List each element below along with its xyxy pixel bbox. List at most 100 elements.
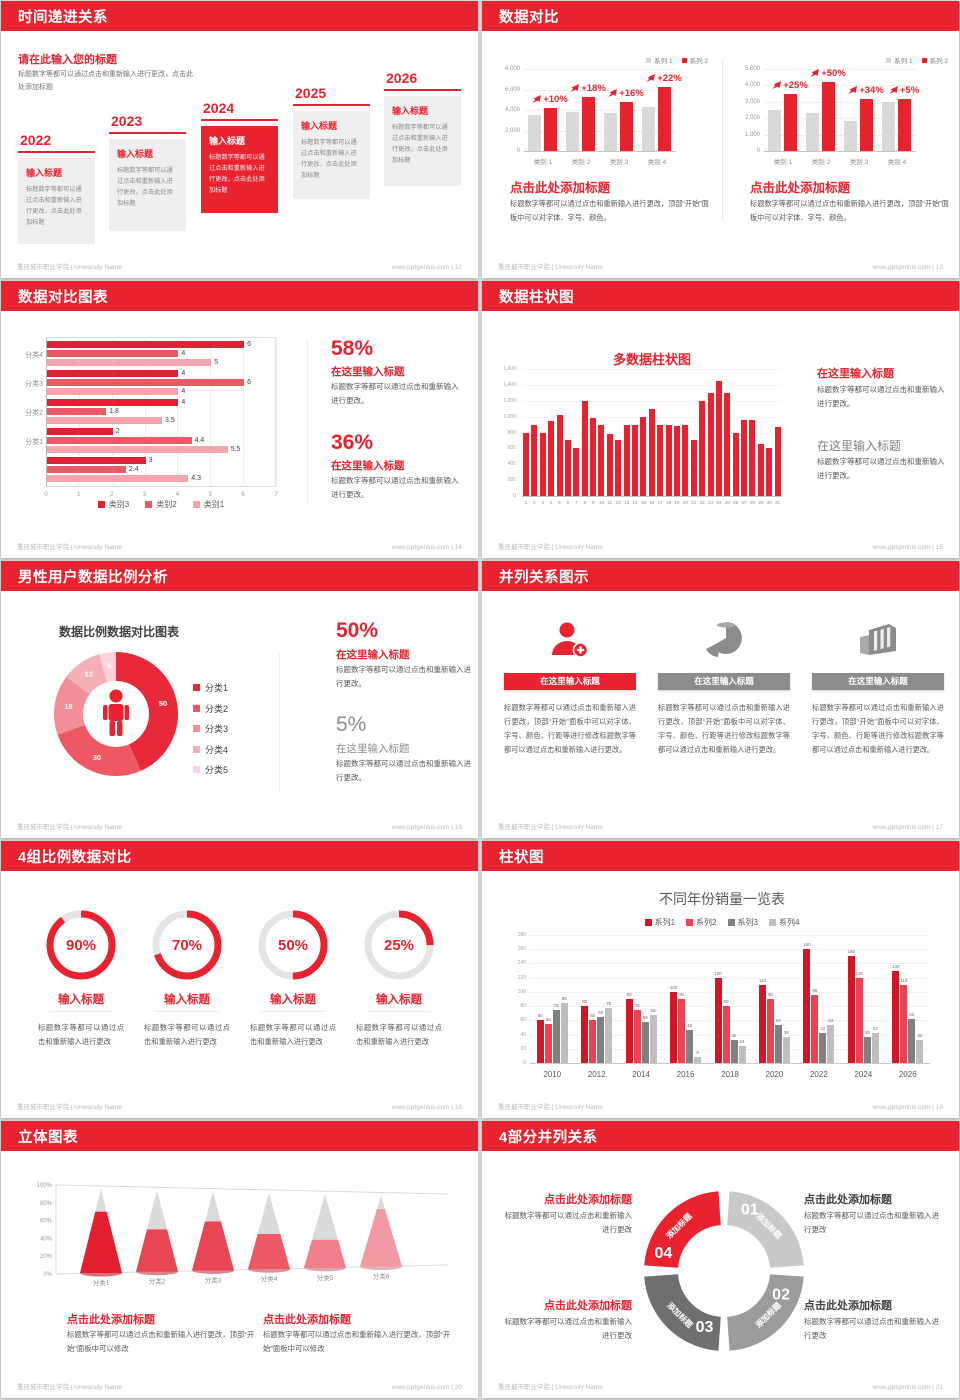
ring-diagram: 添加标题 01 添加标题 02 添加标题 03 添加标题 04 [641, 1188, 807, 1354]
bar-value: 42 [872, 1026, 878, 1032]
bar [732, 432, 739, 496]
y-tick-label: 20 [520, 1045, 526, 1052]
hbar [47, 457, 146, 464]
bar [523, 432, 529, 496]
svg-text:30: 30 [93, 753, 101, 762]
timeline-rule [109, 132, 186, 134]
x-category-label: 类别 4 [647, 159, 667, 166]
x-tick-label: 4 [175, 492, 180, 498]
svg-text:50: 50 [159, 699, 167, 708]
bar-value: 60 [590, 1013, 596, 1019]
block-head: 点击此处添加标题 [544, 1194, 632, 1206]
gridline [530, 1034, 930, 1036]
hbar [47, 446, 228, 453]
stat-body: 标题数字等都可以通过点击和重新输入进行更改。 [336, 759, 471, 783]
gauge-body: 标题数字等都可以通过点击和重新输入进行更改 [144, 1023, 230, 1046]
x-tick-label: 5 [558, 500, 561, 505]
bar-value: 54 [775, 1017, 781, 1023]
x-tick-label: 10 [598, 500, 604, 505]
hbar [47, 466, 126, 473]
bar [782, 1037, 790, 1063]
footer-site-page: www.pptgenius.com | 17 [872, 824, 943, 831]
bar [863, 1037, 871, 1063]
legend-swatch [686, 919, 694, 926]
gauge-divider [155, 1011, 219, 1012]
footer-university: 重庆城市职业学院 | University Name [17, 544, 122, 551]
x-tick-label: 14 [632, 500, 638, 505]
progress-ring [361, 907, 437, 983]
y-tick-label: 8,000 [504, 66, 520, 72]
legend-label: 分类3 [205, 724, 229, 734]
footer-university: 重庆城市职业学院 | University Name [498, 1384, 603, 1391]
bar [573, 448, 580, 496]
bar [544, 1023, 552, 1063]
bar-value: 130 [892, 963, 900, 969]
x-tick-label: 20 [682, 500, 688, 505]
gridline [530, 1063, 930, 1064]
progress-ring [43, 907, 119, 983]
legend-swatch [193, 684, 200, 691]
timeline-card: 输入标题 标题数字等都可以通过点击和重新输入进行更改，点击此处添加标题 [18, 158, 95, 244]
gridline [243, 337, 245, 487]
male-person-icon [103, 689, 129, 736]
x-tick-label: 2 [110, 492, 114, 498]
x-tick-label: 7 [575, 500, 578, 505]
x-category-label: 类别 2 [571, 159, 591, 166]
slide-header: 数据柱状图 [482, 281, 959, 311]
gauge-title: 输入标题 [270, 994, 316, 1006]
x-tick-label: 7 [274, 492, 278, 498]
divider [279, 653, 280, 793]
legend-label: 系列1 [654, 918, 676, 927]
chart-legend: 类别3 类别2 类别1 [46, 499, 276, 510]
bar-value: 120 [714, 970, 722, 976]
stat-body: 标题数字等都可以通过点击和重新输入进行更改。 [331, 476, 459, 500]
bar [892, 970, 900, 1063]
bar-series1 [528, 115, 541, 151]
block-title: 点击此处添加标题 [750, 181, 851, 195]
svg-text:5: 5 [107, 661, 111, 670]
footer-site-page: www.pptgenius.com | 13 [872, 264, 943, 271]
gridline [764, 69, 916, 70]
gridline [764, 151, 916, 152]
hbar [47, 437, 192, 444]
gridline [522, 400, 782, 402]
timeline-year: 2024 [203, 100, 235, 116]
bar-series2 [898, 98, 911, 151]
legend-item: 系列1 [644, 917, 676, 928]
bar [548, 420, 555, 496]
bar [539, 432, 546, 496]
slide-header: 数据对比 [482, 1, 959, 31]
block-head: 点击此处添加标题 [67, 1314, 155, 1326]
x-tick-label: 2026 [898, 1070, 917, 1079]
bar [632, 424, 639, 496]
pie-3d-icon [706, 622, 742, 657]
slide-title: 4部分并列关系 [499, 1129, 598, 1146]
bar [615, 440, 622, 496]
svg-text:01: 01 [741, 1201, 759, 1218]
growth-label: +50% [804, 68, 852, 79]
bar-value: 100 [669, 984, 678, 990]
growth-arrow-icon [608, 88, 618, 97]
x-tick-label: 4 [549, 500, 553, 505]
legend-swatch [886, 57, 892, 63]
x-tick-label: 31 [775, 500, 781, 505]
legend-label: 系列2 [696, 918, 717, 927]
gridline [524, 69, 676, 70]
gridline [530, 949, 930, 951]
column-banner: 在这里输入标题 [658, 673, 790, 690]
block-head: 在这里输入标题 [817, 439, 902, 453]
slide-header: 4组比例数据对比 [1, 841, 478, 871]
legend-item: 分类2 [193, 702, 228, 715]
chart-title: 数据比例数据对比图表 [59, 625, 180, 639]
bar [757, 443, 764, 496]
bar-value: 24 [739, 1038, 745, 1044]
legend-label: 系列 2 [689, 58, 708, 65]
slide-title: 4组比例数据对比 [18, 849, 132, 866]
x-category-label: 类别 2 [811, 159, 831, 166]
growth-arrow-icon [848, 85, 858, 94]
slide-16-male-user-ratio: 男性用户数据比例分析 重庆城市职业学院 | University Name ww… [1, 561, 478, 838]
intro-title: 请在此输入您的标题 [18, 54, 117, 66]
footer-university: 重庆城市职业学院 | University Name [498, 1104, 603, 1111]
chart-legend: 分类1 分类2 分类3 分类4 分类5 [193, 681, 228, 776]
